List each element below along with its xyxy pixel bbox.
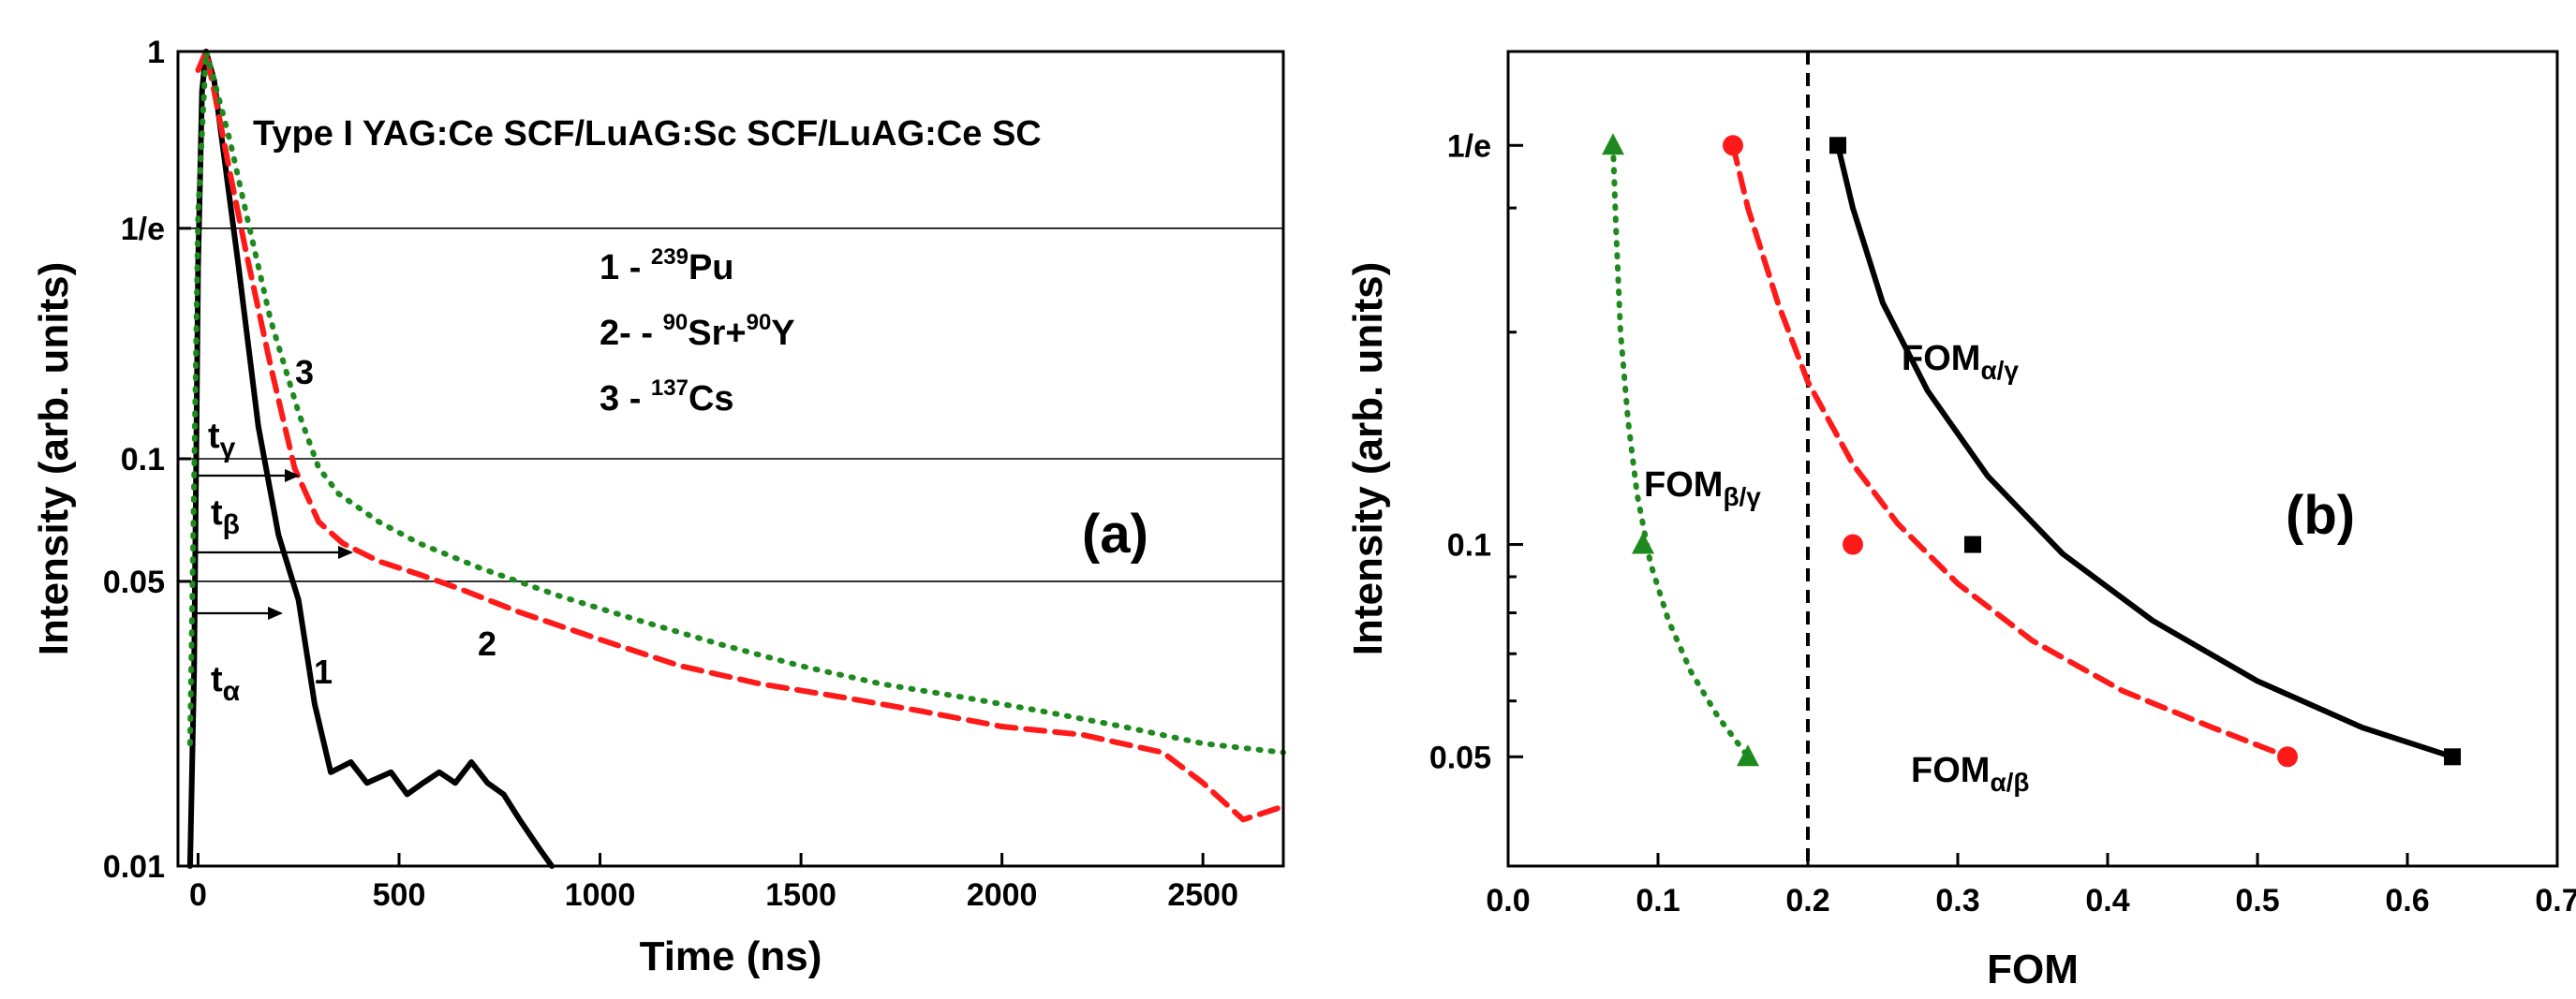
legend-entry-3: 3 - 137Cs <box>600 375 734 419</box>
panel-b-series <box>1602 51 2461 866</box>
x-tick-label-5: 0.5 <box>2235 883 2279 918</box>
y-tick-label-0: 0.01 <box>103 849 165 885</box>
fom-curve-α-β <box>1730 142 2290 760</box>
t-alpha-arrowhead <box>268 607 283 620</box>
fom-point-β-γ-1 <box>1632 532 1654 554</box>
y-tick-label-3: 1/e <box>121 212 165 247</box>
panel-b-x-ticks: 0.0 0.1 0.2 0.3 0.4 0.5 0.6 0.7 <box>1486 853 2576 918</box>
fom-point-α-γ-1 <box>1964 536 1981 553</box>
panel-a-y-axis-label: Intensity (arb. units) <box>31 262 77 655</box>
fom-point-α-γ-0 <box>1829 137 1846 154</box>
x-tick-label-2: 0.2 <box>1785 883 1829 918</box>
series-label-1: 1 <box>314 653 333 691</box>
fom-point-α-γ-2 <box>2444 748 2461 766</box>
t-gamma-arrowhead <box>285 469 300 482</box>
t-beta-arrowhead <box>338 546 353 559</box>
panel-a-series <box>186 49 1286 869</box>
x-tick-label-3: 0.3 <box>1935 883 1979 918</box>
x-tick-label-4: 0.4 <box>2085 883 2129 918</box>
t-beta-label: tβ <box>211 493 240 540</box>
x-tick-label-6: 0.6 <box>2385 883 2429 918</box>
fom-point-β-γ-0 <box>1602 133 1624 155</box>
fom-alpha-gamma-label: FOMα/γ <box>1902 339 2019 385</box>
y-tick-label-2: 0.1 <box>121 442 165 477</box>
panel-a-tag: (a) <box>1082 504 1148 565</box>
y-tick-label-4: 1 <box>147 35 165 70</box>
panel-a-chart: 0 500 1000 1500 2000 2500 0.01 0.05 0.1 1/e 1 Tim… <box>31 35 1286 979</box>
x-tick-label-4: 2000 <box>967 877 1038 913</box>
x-tick-label-1: 0.1 <box>1636 883 1680 918</box>
fom-point-β-γ-2 <box>1737 744 1759 767</box>
fom-point-α-β-0 <box>1723 135 1743 156</box>
series-3-line <box>186 49 1286 756</box>
fom-beta-gamma-label: FOMβ/γ <box>1644 465 1761 511</box>
panel-a-y-ticks: 0.01 0.05 0.1 1/e 1 <box>103 35 191 885</box>
fom-curve-α-γ <box>1835 142 2455 760</box>
panel-a-x-ticks: 0 500 1000 1500 2000 2500 <box>189 853 1238 913</box>
y-tick-label-1: 0.05 <box>103 565 165 600</box>
x-tick-label-2: 1000 <box>565 877 636 913</box>
fom-point-α-β-2 <box>2277 746 2298 768</box>
t-gamma-label: tγ <box>208 417 236 463</box>
fom-point-α-β-1 <box>1843 534 1863 555</box>
y-tick-label-0: 0.05 <box>1429 740 1491 775</box>
fom-curve-β-γ <box>1610 142 1751 760</box>
series-2-line <box>195 49 1286 823</box>
x-tick-label-3: 1500 <box>765 877 836 913</box>
x-tick-label-1: 500 <box>373 877 426 913</box>
panel-a-x-axis-label: Time (ns) <box>640 933 822 979</box>
x-tick-label-0: 0.0 <box>1486 883 1530 918</box>
series-label-3: 3 <box>295 353 314 391</box>
x-tick-label-5: 2500 <box>1167 877 1238 913</box>
panel-a-legend: 1 - 239Pu 2- - 90Sr+90Y 3 - 137Cs <box>600 244 795 419</box>
fom-alpha-beta-label: FOMα/β <box>1911 751 2030 797</box>
y-tick-label-1: 0.1 <box>1447 528 1491 564</box>
decay-time-annotations: tγ tβ tα <box>197 417 353 707</box>
panel-b-chart: 0.0 0.1 0.2 0.3 0.4 0.5 0.6 0.7 0.050.11/e FOM … <box>1345 50 2576 992</box>
panel-b-y-axis-label: Intensity (arb. units) <box>1345 262 1391 655</box>
panel-b-plot-frame <box>1506 50 2559 868</box>
legend-entry-2: 2- - 90Sr+90Y <box>600 310 795 353</box>
x-tick-label-0: 0 <box>189 877 207 913</box>
panel-b-y-ticks: 0.05 0.1 1/e <box>1429 128 1523 775</box>
panel-b-tag: (b) <box>2286 485 2355 546</box>
y-tick-label-2: 1/e <box>1447 128 1491 164</box>
x-tick-label-7: 0.7 <box>2535 883 2576 918</box>
series-label-2: 2 <box>478 624 496 663</box>
panel-b-x-axis-label: FOM <box>1987 947 2079 992</box>
legend-entry-1: 1 - 239Pu <box>600 244 734 287</box>
panel-a-reference-lines <box>178 228 1283 582</box>
panel-a-title: Type I YAG:Ce SCF/LuAG:Sc SCF/LuAG:Ce SC <box>253 114 1042 154</box>
t-alpha-label: tα <box>211 660 241 707</box>
